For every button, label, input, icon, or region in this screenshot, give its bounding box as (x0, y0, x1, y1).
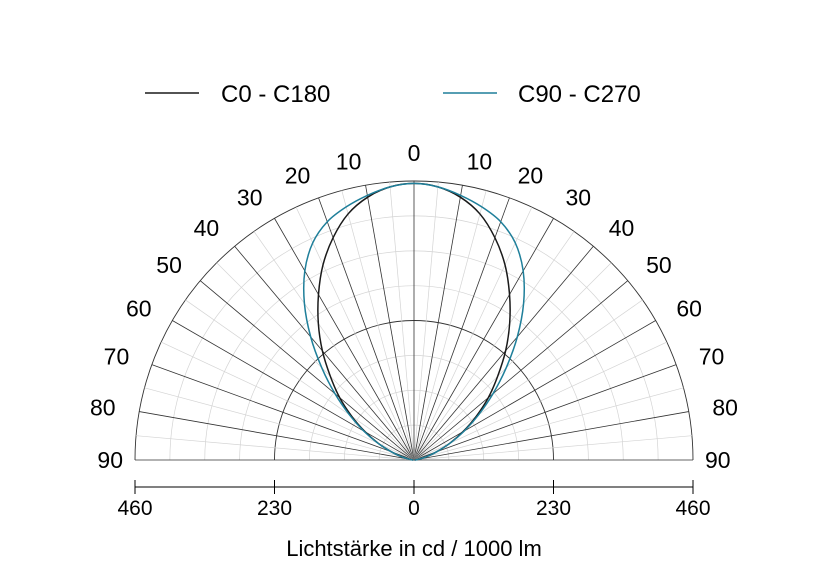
grid-radial-line (216, 262, 415, 461)
legend-label-c0-c180: C0 - C180 (221, 81, 330, 108)
grid-radial-line (365, 185, 415, 461)
grid-radial-line (200, 280, 415, 461)
legend-label-c90-c270: C90 - C270 (518, 81, 641, 108)
grid-radial-line (413, 387, 684, 461)
grid-radial-line (234, 246, 415, 461)
grid-radial-line (413, 262, 612, 461)
angle-label: 90 (705, 447, 731, 473)
grid-radial-line (318, 197, 415, 461)
grid-radial-line (413, 197, 510, 461)
grid-radial-line (413, 280, 628, 461)
grid-radial-line (413, 364, 677, 461)
grid-radial-line (413, 435, 692, 461)
angle-label: 70 (699, 343, 725, 369)
grid-radial-line (413, 185, 463, 461)
curves (302, 182, 526, 461)
grid-radial-line (341, 190, 415, 461)
grid-radial-line (413, 299, 643, 461)
angle-label: 30 (237, 185, 263, 211)
legend: C0 - C180 C90 - C270 (145, 81, 641, 108)
grid-radial-line (413, 190, 487, 461)
angle-label: 10 (467, 149, 493, 175)
grid-radial-line (144, 387, 415, 461)
grid-radial-line (139, 411, 415, 461)
angle-label: 50 (646, 252, 672, 278)
angle-label: 10 (336, 149, 362, 175)
grid-radial-line (253, 231, 415, 461)
angle-label: 60 (676, 296, 702, 322)
grid-radial-line (160, 341, 415, 461)
grid-radial-line (151, 364, 415, 461)
grid-radial-line (295, 206, 415, 461)
curve-c90-c270 (302, 182, 526, 461)
grid-radial-line (185, 299, 415, 461)
x-axis-label: Lichtstärke in cd / 1000 lm (286, 536, 542, 561)
grid-radial-line (413, 231, 575, 461)
axis-tick-label: 460 (117, 497, 152, 520)
radial-axis: 460 230 0 230 460 (117, 480, 711, 520)
grid-radial-line (413, 411, 689, 461)
angle-label: 20 (285, 162, 311, 188)
angle-label: 90 (97, 447, 123, 473)
grid-radial-line (413, 246, 594, 461)
angle-label: 40 (194, 215, 220, 241)
grid-radial-line (172, 320, 415, 461)
angle-label: 20 (518, 162, 544, 188)
axis-tick-label: 230 (536, 497, 571, 520)
grid-radial-line (136, 435, 415, 461)
grid-radial-line (274, 218, 415, 461)
polar-grid (134, 180, 694, 461)
angle-label: 0 (408, 140, 421, 166)
axis-tick-label: 230 (257, 497, 292, 520)
angle-label: 60 (126, 296, 152, 322)
angle-label: 70 (104, 343, 130, 369)
grid-radial-line (413, 218, 554, 461)
grid-radial-line (413, 206, 533, 461)
angle-label: 80 (90, 394, 116, 420)
angle-label: 50 (156, 252, 182, 278)
grid-radial-line (413, 341, 668, 461)
grid-radial-line (413, 182, 439, 461)
axis-tick-label: 460 (675, 497, 710, 520)
grid-radial-line (413, 320, 656, 461)
grid-radial-line (389, 182, 415, 461)
angle-label: 80 (712, 394, 738, 420)
axis-tick-label: 0 (408, 497, 420, 520)
angle-label: 40 (609, 215, 635, 241)
angle-label: 30 (566, 185, 592, 211)
